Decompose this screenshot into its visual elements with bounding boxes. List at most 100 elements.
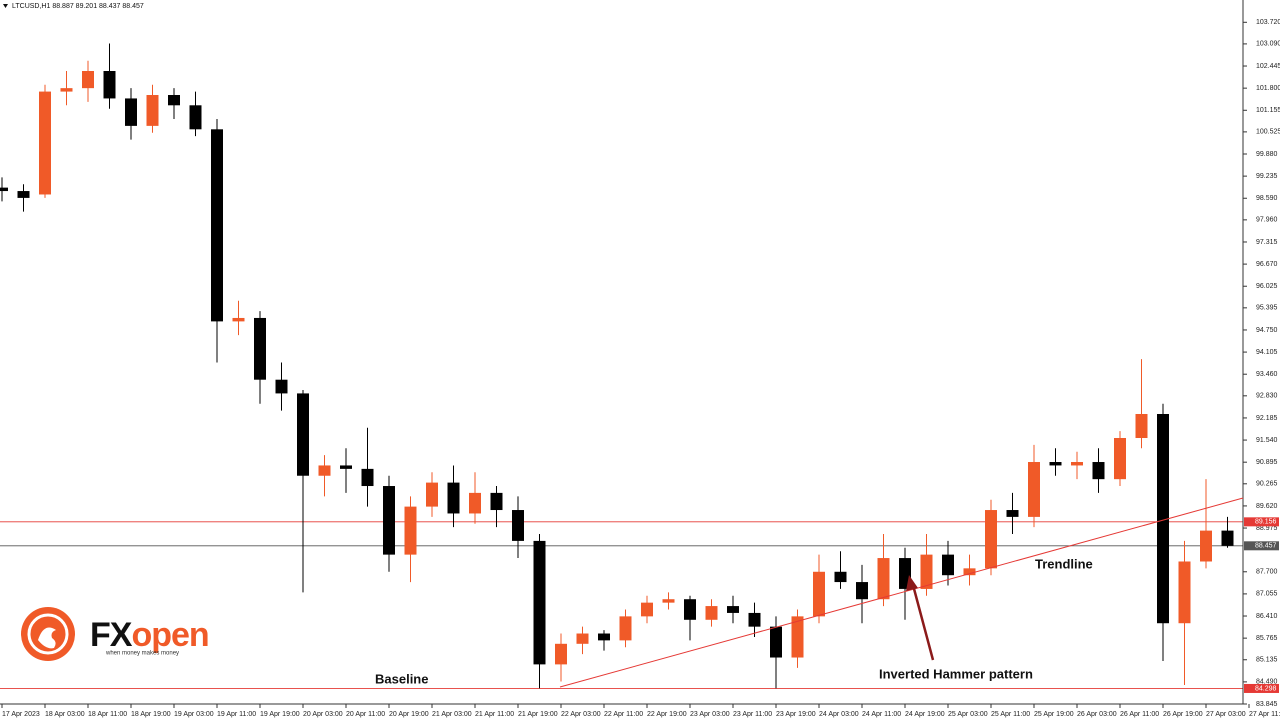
candle-body	[1092, 462, 1105, 480]
y-tick-label: 87.700	[1256, 569, 1278, 576]
candle-body	[856, 582, 868, 600]
candle-body	[1178, 561, 1191, 624]
candle-body	[920, 554, 933, 589]
price-level-box	[1244, 517, 1279, 527]
x-tick-label: 26 Apr 19:00	[1163, 711, 1203, 718]
y-tick-label: 85.135	[1256, 657, 1278, 664]
candle-body	[383, 486, 395, 555]
annotation-arrowhead	[906, 575, 918, 591]
candle-body	[770, 626, 782, 658]
logo-emblem-ring	[27, 613, 69, 655]
candle-body	[619, 616, 632, 641]
y-tick-label: 90.895	[1256, 459, 1278, 466]
candle-body	[555, 643, 567, 665]
y-tick-label: 89.620	[1256, 503, 1278, 510]
x-tick-label: 18 Apr 11:00	[88, 711, 127, 718]
logo-emblem-shape	[38, 627, 56, 649]
candle-body	[39, 91, 51, 195]
y-tick-label: 86.410	[1256, 613, 1278, 620]
candle-body	[963, 568, 976, 576]
candle-body	[17, 191, 30, 198]
candle-body	[297, 393, 309, 476]
candle-body	[1157, 413, 1169, 624]
candle-body	[1114, 438, 1126, 480]
x-tick-label: 22 Apr 11:00	[604, 711, 643, 718]
candle-body	[146, 95, 159, 126]
x-tick-label: 27 Apr 03:00	[1206, 711, 1246, 718]
candle-body	[1028, 462, 1040, 517]
x-tick-label: 24 Apr 19:00	[905, 711, 945, 718]
y-tick-label: 92.830	[1256, 393, 1278, 400]
y-tick-label: 103.090	[1256, 41, 1280, 48]
candle-body	[985, 510, 997, 569]
x-tick-label: 25 Apr 19:00	[1034, 711, 1074, 718]
candle-body	[641, 602, 653, 617]
x-tick-label: 26 Apr 03:00	[1077, 711, 1117, 718]
y-tick-label: 94.750	[1256, 327, 1278, 334]
candle-body	[576, 633, 589, 644]
candle-body	[512, 510, 524, 541]
y-tick-label: 93.460	[1256, 371, 1278, 378]
logo-text: FXopen	[90, 616, 209, 654]
y-tick-label: 92.185	[1256, 415, 1278, 422]
candle-body	[727, 606, 739, 613]
candle-body	[877, 558, 890, 600]
candle-body	[232, 317, 245, 322]
y-tick-label: 102.445	[1256, 63, 1280, 70]
y-tick-label: 83.845	[1256, 701, 1278, 708]
candle-body	[748, 612, 761, 627]
symbol-marker	[3, 4, 8, 8]
x-tick-label: 18 Apr 19:00	[131, 711, 171, 718]
trendline	[559, 497, 1244, 688]
y-tick-label: 90.265	[1256, 481, 1278, 488]
y-tick-label: 84.490	[1256, 679, 1278, 686]
y-tick-label: 103.720	[1256, 19, 1280, 26]
candle-body	[275, 379, 288, 394]
candle-body	[942, 554, 954, 576]
candle-body	[705, 606, 718, 620]
candle-body	[791, 616, 804, 658]
y-tick-label: 98.590	[1256, 195, 1278, 202]
logo-text-b: open	[131, 616, 208, 654]
candle-body	[189, 105, 202, 130]
candle-body	[533, 540, 546, 665]
y-tick-label: 91.540	[1256, 437, 1278, 444]
candle-body	[426, 482, 438, 507]
x-tick-label: 26 Apr 11:00	[1120, 711, 1159, 718]
x-tick-label: 21 Apr 03:00	[432, 711, 472, 718]
candle-body	[404, 506, 417, 555]
price-level-label: 88.457	[1255, 543, 1277, 550]
candle-body	[1071, 462, 1083, 466]
price-level-label: 89.156	[1255, 519, 1277, 526]
x-tick-label: 19 Apr 19:00	[260, 711, 300, 718]
logo-text-a: FX	[90, 616, 133, 654]
candle-body	[318, 465, 331, 476]
candle-body	[1200, 530, 1212, 562]
y-tick-label: 97.960	[1256, 217, 1278, 224]
candle-body	[82, 71, 94, 89]
y-tick-label: 100.525	[1256, 129, 1280, 136]
annotation: Baseline	[375, 671, 428, 686]
annotation: Inverted Hammer pattern	[879, 666, 1033, 681]
candle-body	[813, 571, 825, 617]
y-tick-label: 85.765	[1256, 635, 1278, 642]
x-tick-label: 22 Apr 19:00	[647, 711, 687, 718]
candle-body	[490, 492, 503, 511]
y-tick-label: 101.155	[1256, 107, 1280, 114]
candle-body	[340, 465, 352, 469]
candle-body	[1006, 510, 1019, 517]
candle-body	[1221, 530, 1234, 546]
candle-body	[662, 599, 675, 603]
candle-body	[469, 492, 481, 514]
logo-tagline: when money makes money	[105, 651, 179, 657]
x-tick-label: 19 Apr 11:00	[217, 711, 256, 718]
x-tick-label: 20 Apr 03:00	[303, 711, 343, 718]
y-tick-label: 87.055	[1256, 591, 1278, 598]
candle-body	[598, 633, 610, 641]
price-level-box	[1244, 683, 1279, 693]
price-level-box	[1244, 541, 1279, 551]
candle-body	[125, 98, 137, 126]
y-tick-label: 99.235	[1256, 173, 1278, 180]
